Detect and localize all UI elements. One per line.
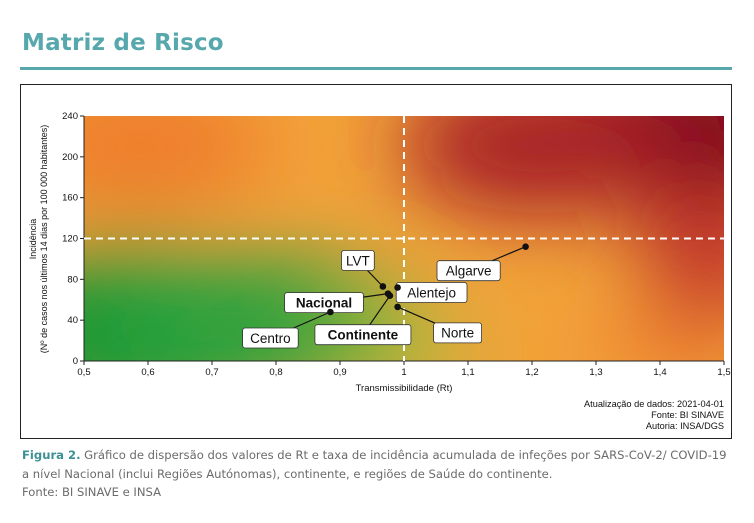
label-box-norte <box>433 322 483 344</box>
y-tick-label: 80 <box>67 274 78 285</box>
label-box-nacional <box>284 292 364 314</box>
data-points: Algarve LVT Alentejo Nacional Continente Nort… <box>242 243 529 349</box>
point-centro <box>327 308 334 316</box>
y-axis-label-line2: (Nº de casos nos últimos 14 dias por 100… <box>39 125 49 353</box>
x-tick-label: 0,5 <box>77 367 90 378</box>
y-tick-label: 240 <box>62 111 78 122</box>
point-label-continente: Continente <box>328 327 399 342</box>
author-annotation: Autoria: INSA/DGS <box>646 421 724 431</box>
risk-matrix-chart: 0,5 0,6 0,7 0,8 0,9 1 1,1 1,2 1,3 1,4 1,5 0 40 80 120 1… <box>28 111 731 431</box>
y-tick-label: 120 <box>62 234 78 245</box>
axes: 0,5 0,6 0,7 0,8 0,9 1 1,1 1,2 1,3 1,4 1,5 0 40 80 120 1… <box>62 111 730 378</box>
x-tick-label: 1,3 <box>589 367 602 378</box>
x-tick-label: 1,5 <box>717 367 730 378</box>
point-label-alentejo: Alentejo <box>407 285 456 300</box>
figure-source: Fonte: BI SINAVE e INSA <box>22 485 162 499</box>
x-tick-label: 1,1 <box>461 367 474 378</box>
point-norte <box>394 303 401 311</box>
y-tick-label: 200 <box>62 152 78 163</box>
x-tick-label: 1 <box>401 367 406 378</box>
x-axis-label: Transmissibilidade (Rt) <box>356 383 453 394</box>
x-tick-label: 0,9 <box>333 367 346 378</box>
point-label-centro: Centro <box>250 331 291 346</box>
update-annotation: Atualização de dados: 2021-04-01 <box>584 399 724 409</box>
label-box-centro <box>242 327 299 349</box>
label-box-alentejo <box>395 282 468 303</box>
point-continente <box>386 292 394 299</box>
point-lvt <box>379 283 387 290</box>
y-tick-label: 0 <box>73 356 78 367</box>
point-label-norte: Norte <box>441 326 474 341</box>
point-label-algarve: Algarve <box>446 263 492 278</box>
x-tick-label: 1,4 <box>653 367 666 378</box>
caption-label: Figura 2. <box>22 448 81 462</box>
x-tick-label: 0,6 <box>141 367 154 378</box>
label-box-algarve <box>436 260 501 282</box>
source-annotation: Fonte: BI SINAVE <box>651 410 724 420</box>
x-tick-label: 0,7 <box>205 367 218 378</box>
y-tick-label: 40 <box>67 315 78 326</box>
y-axis-label-line1: Incidência <box>28 219 38 260</box>
x-tick-label: 0,8 <box>269 367 282 378</box>
point-alentejo <box>394 284 401 291</box>
title-rule <box>20 67 732 70</box>
figure-caption: Figura 2. Gráfico de dispersão dos valor… <box>22 446 734 484</box>
risk-gradient <box>84 116 724 361</box>
y-tick-label: 160 <box>62 193 78 204</box>
threshold-lines <box>84 116 724 361</box>
chart-frame: 0,5 0,6 0,7 0,8 0,9 1 1,1 1,2 1,3 1,4 1,5 0 40 80 120 1… <box>20 84 732 439</box>
point-label-nacional: Nacional <box>296 295 352 310</box>
page-title: Matriz de Risco <box>22 30 224 56</box>
point-algarve <box>522 243 529 250</box>
caption-text: Gráfico de dispersão dos valores de Rt e… <box>22 448 727 481</box>
label-box-continente <box>314 324 412 346</box>
x-tick-label: 1,2 <box>525 367 538 378</box>
label-box-lvt <box>341 250 375 271</box>
point-label-lvt: LVT <box>346 253 370 268</box>
